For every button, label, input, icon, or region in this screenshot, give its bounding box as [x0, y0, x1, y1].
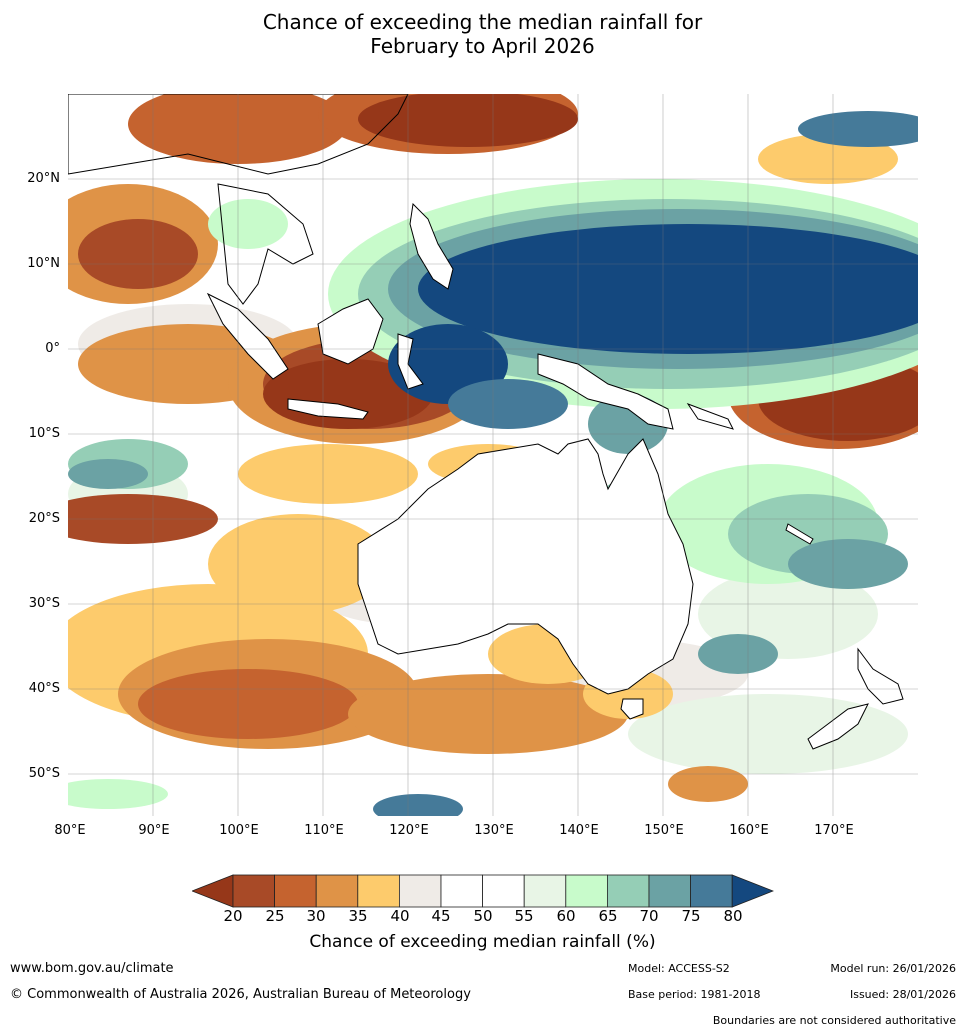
colorbar-tick: 80 [723, 907, 743, 925]
colorbar-segment [648, 874, 691, 908]
lon-label: 130°E [474, 823, 514, 838]
lon-label: 160°E [729, 823, 769, 838]
colorbar-segment [565, 874, 608, 908]
colorbar-tick: 35 [348, 907, 368, 925]
lat-label: 30°S [28, 596, 60, 611]
colorbar-tick: 75 [681, 907, 701, 925]
colorbar-tick: 55 [514, 907, 534, 925]
colorbar-segment [440, 874, 483, 908]
colorbar-extend-high [731, 874, 774, 908]
website-url: www.bom.gov.au/climate [10, 961, 174, 976]
base-period: Base period: 1981-2018 [628, 988, 761, 1001]
lon-label: 170°E [814, 823, 854, 838]
colorbar-tick: 40 [390, 907, 410, 925]
sumatra-outline [206, 292, 289, 380]
lon-label: 150°E [644, 823, 684, 838]
lat-label: 40°S [28, 681, 60, 696]
colorbar-tick: 30 [306, 907, 326, 925]
colorbar-segment [232, 874, 275, 908]
solomon-islands [686, 402, 734, 430]
indochina-outline [217, 183, 314, 305]
colorbar [192, 874, 774, 908]
lon-label: 120°E [389, 823, 429, 838]
lon-label: 110°E [304, 823, 344, 838]
colorbar-tick: 25 [265, 907, 285, 925]
colorbar-segment [606, 874, 650, 908]
lat-label: 0° [45, 341, 60, 356]
colorbar-tick: 60 [556, 907, 576, 925]
colorbar-segment [523, 874, 567, 908]
lon-label: 80°E [54, 823, 86, 838]
lat-label: 50°S [28, 766, 60, 781]
title-line-2: February to April 2026 [370, 34, 595, 58]
wet-anomaly-regions [68, 111, 918, 816]
coastlines [68, 94, 904, 750]
mainland-asia-outline [68, 94, 409, 175]
colorbar-segment [357, 874, 400, 908]
sulawesi-outline [397, 333, 424, 390]
lat-label: 20°S [28, 511, 60, 526]
lon-label: 90°E [138, 823, 170, 838]
lon-label: 100°E [219, 823, 259, 838]
new-caledonia [785, 523, 814, 545]
australia-outline [357, 438, 694, 695]
colorbar-segment [315, 874, 359, 908]
nz-north-island [857, 647, 904, 705]
colorbar-segment [398, 874, 442, 908]
colorbar-segments [192, 874, 774, 908]
boundaries-disclaimer: Boundaries are not considered authoritat… [712, 1014, 956, 1027]
colorbar-tick: 45 [431, 907, 451, 925]
java-outline [287, 398, 369, 420]
model-name: Model: ACCESS-S2 [628, 962, 730, 975]
model-run-date: Model run: 26/01/2026 [830, 962, 956, 975]
graticule [68, 94, 918, 816]
colorbar-label: Chance of exceeding median rainfall (%) [309, 932, 656, 952]
lat-label: 20°N [27, 171, 60, 186]
colorbar-segment [274, 874, 317, 908]
colorbar-tick: 20 [223, 907, 243, 925]
issued-date: Issued: 28/01/2026 [849, 988, 956, 1001]
colorbar-extend-low [192, 874, 234, 908]
lon-label: 140°E [559, 823, 599, 838]
map-title: Chance of exceeding the median rainfall … [0, 10, 965, 58]
borneo-outline [317, 298, 384, 365]
colorbar-tick: 50 [473, 907, 493, 925]
title-line-1: Chance of exceeding the median rainfall … [262, 10, 703, 34]
colorbar-segment [482, 874, 525, 908]
tasmania-outline [620, 698, 644, 720]
colorbar-tick: 70 [639, 907, 659, 925]
philippines-outline [409, 202, 454, 290]
lat-label: 10°S [28, 426, 60, 441]
copyright-notice: © Commonwealth of Australia 2026, Austra… [10, 987, 471, 1002]
new-guinea-outline [537, 353, 674, 430]
colorbar-tick: 65 [598, 907, 618, 925]
nz-south-island [807, 703, 869, 750]
lat-label: 10°N [27, 256, 60, 271]
colorbar-segment [690, 874, 733, 908]
rainfall-map [68, 94, 918, 816]
